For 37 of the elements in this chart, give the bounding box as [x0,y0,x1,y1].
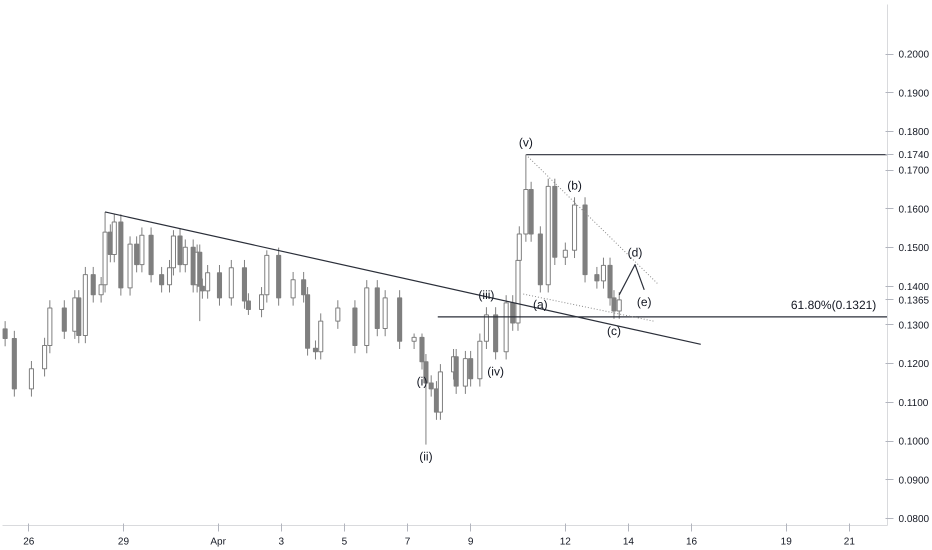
x-tick-label: 29 [118,536,130,548]
annotation: (ii) [419,450,433,464]
y-tick-label: 0.2000 [898,50,930,61]
y-tick-label: 0.1200 [898,359,930,370]
y-tick-label: 0.1500 [898,243,930,254]
x-tick-label: 9 [468,536,474,548]
annotation: (c) [606,324,621,338]
y-tick-label: 0.1600 [898,204,930,216]
y-tick-label: 0.1365 [898,295,930,306]
x-tick-label: 14 [622,536,634,548]
y-tick-label: 0.1100 [898,398,929,409]
x-tick-label: Apr [210,536,227,548]
y-tick-label: 0.0800 [898,514,930,526]
y-tick-label: 0.0900 [898,475,930,486]
y-tick-label: 0.1400 [898,282,930,293]
x-tick-label: 26 [23,536,35,548]
x-tick-label: 3 [278,536,284,548]
x-tick-label: 21 [844,536,856,548]
annotation: 61.80%(0.1321) [790,298,876,312]
annotation: (e) [636,294,652,309]
annotation: (v) [518,136,533,150]
annotation: (d) [628,246,642,260]
annotation: (iv) [487,364,504,378]
y-tick-label: 0.1000 [898,436,930,448]
x-tick-label: 7 [404,536,411,548]
x-tick-label: 12 [560,536,572,548]
y-tick-label: 0.1900 [898,88,930,100]
y-tick-label: 0.1740 [898,150,930,162]
annotation: (i) [416,374,428,389]
annotation: (a) [533,297,548,312]
y-tick-label: 0.1300 [898,320,930,332]
y-tick-label: 0.1800 [898,126,930,138]
x-tick-label: 16 [686,536,698,548]
annotation: (b) [567,178,582,192]
x-tick-label: 19 [780,536,792,548]
y-tick-label: 0.1700 [898,166,930,177]
x-tick-label: 5 [342,536,348,548]
